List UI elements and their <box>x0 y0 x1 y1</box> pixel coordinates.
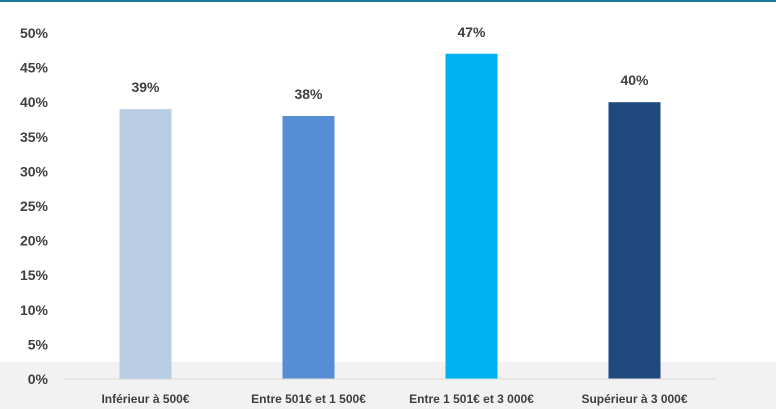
bar <box>119 109 172 380</box>
bars <box>119 53 661 380</box>
x-tick-label: Inférieur à 500€ <box>101 392 189 406</box>
data-label: 47% <box>457 24 486 40</box>
data-label: 39% <box>131 79 160 95</box>
y-tick-label: 5% <box>28 336 49 352</box>
y-tick-label: 20% <box>20 233 49 249</box>
top-rule <box>0 0 776 2</box>
x-tick-label: Entre 501€ et 1 500€ <box>251 392 366 406</box>
bar <box>282 116 335 379</box>
x-axis-labels: Inférieur à 500€ Entre 501€ et 1 500€ Entr… <box>101 392 687 406</box>
data-label: 38% <box>294 86 323 102</box>
y-axis-ticks: 0% 5% 10% 15% 20% 25% 30% 35% 40% 45% 50% <box>20 25 49 387</box>
y-tick-label: 15% <box>20 267 49 283</box>
y-tick-label: 45% <box>20 60 49 76</box>
bar <box>608 102 661 379</box>
y-tick-label: 0% <box>28 371 49 387</box>
data-labels: 39% 38% 47% 40% <box>131 24 649 102</box>
y-tick-label: 30% <box>20 163 49 179</box>
y-tick-label: 50% <box>20 25 49 41</box>
y-tick-label: 35% <box>20 129 49 145</box>
y-tick-label: 10% <box>20 302 49 318</box>
x-tick-label: Supérieur à 3 000€ <box>581 392 687 406</box>
x-tick-label: Entre 1 501€ et 3 000€ <box>409 392 534 406</box>
data-label: 40% <box>620 72 649 88</box>
bar <box>445 53 498 379</box>
y-tick-label: 25% <box>20 198 49 214</box>
y-tick-label: 40% <box>20 94 49 110</box>
